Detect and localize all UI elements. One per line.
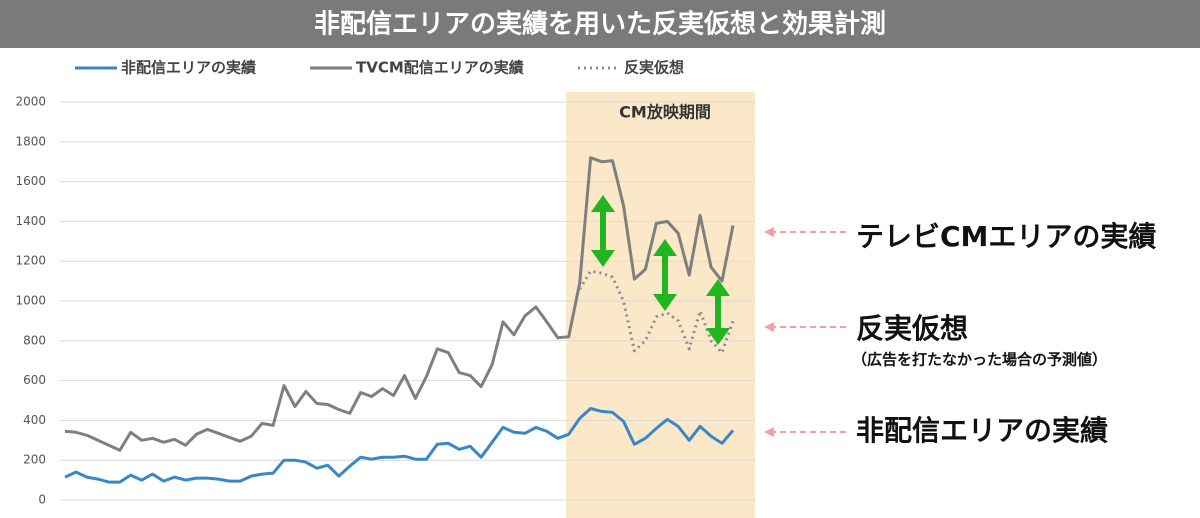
effect-arrows: [591, 195, 730, 345]
legend-label: 反実仮想: [624, 59, 684, 77]
y-tick-label: 2000: [15, 95, 46, 109]
series-line: [64, 407, 735, 484]
y-tick-label: 600: [23, 373, 46, 387]
annotation: テレビCMエリアの実績: [856, 220, 1156, 253]
plot: 0 200 400 600 800 1000 1200 1400 1600 1800 2000: [15, 95, 755, 507]
legend-label: 非配信エリアの実績: [121, 59, 256, 77]
chart-title: 非配信エリアの実績を用いた反実仮想と効果計測: [314, 9, 886, 40]
y-tick-label: 1000: [15, 294, 46, 308]
series-line: [64, 156, 735, 452]
annotation-note: （広告を打たなかった場合の予測値）: [852, 351, 1107, 369]
y-tick-label: 400: [23, 413, 46, 427]
series-line: [578, 269, 735, 355]
legend-label: TVCM配信エリアの実績: [356, 59, 524, 77]
pointer-arrows: [764, 227, 846, 437]
y-tick-label: 1800: [15, 134, 46, 148]
cm-period-label: CM放映期間: [619, 103, 711, 122]
annotation: 非配信エリアの実績: [856, 414, 1108, 447]
annotation: 反実仮想: [856, 312, 968, 345]
y-tick-label: 1400: [15, 214, 46, 228]
cm-period-band: [566, 92, 755, 518]
y-tick-label: 1200: [15, 254, 46, 268]
title-bar: [0, 0, 1200, 48]
y-tick-label: 0: [38, 493, 46, 507]
y-tick-label: 1600: [15, 174, 46, 188]
y-tick-label: 200: [23, 453, 46, 467]
y-tick-label: 800: [23, 333, 46, 347]
